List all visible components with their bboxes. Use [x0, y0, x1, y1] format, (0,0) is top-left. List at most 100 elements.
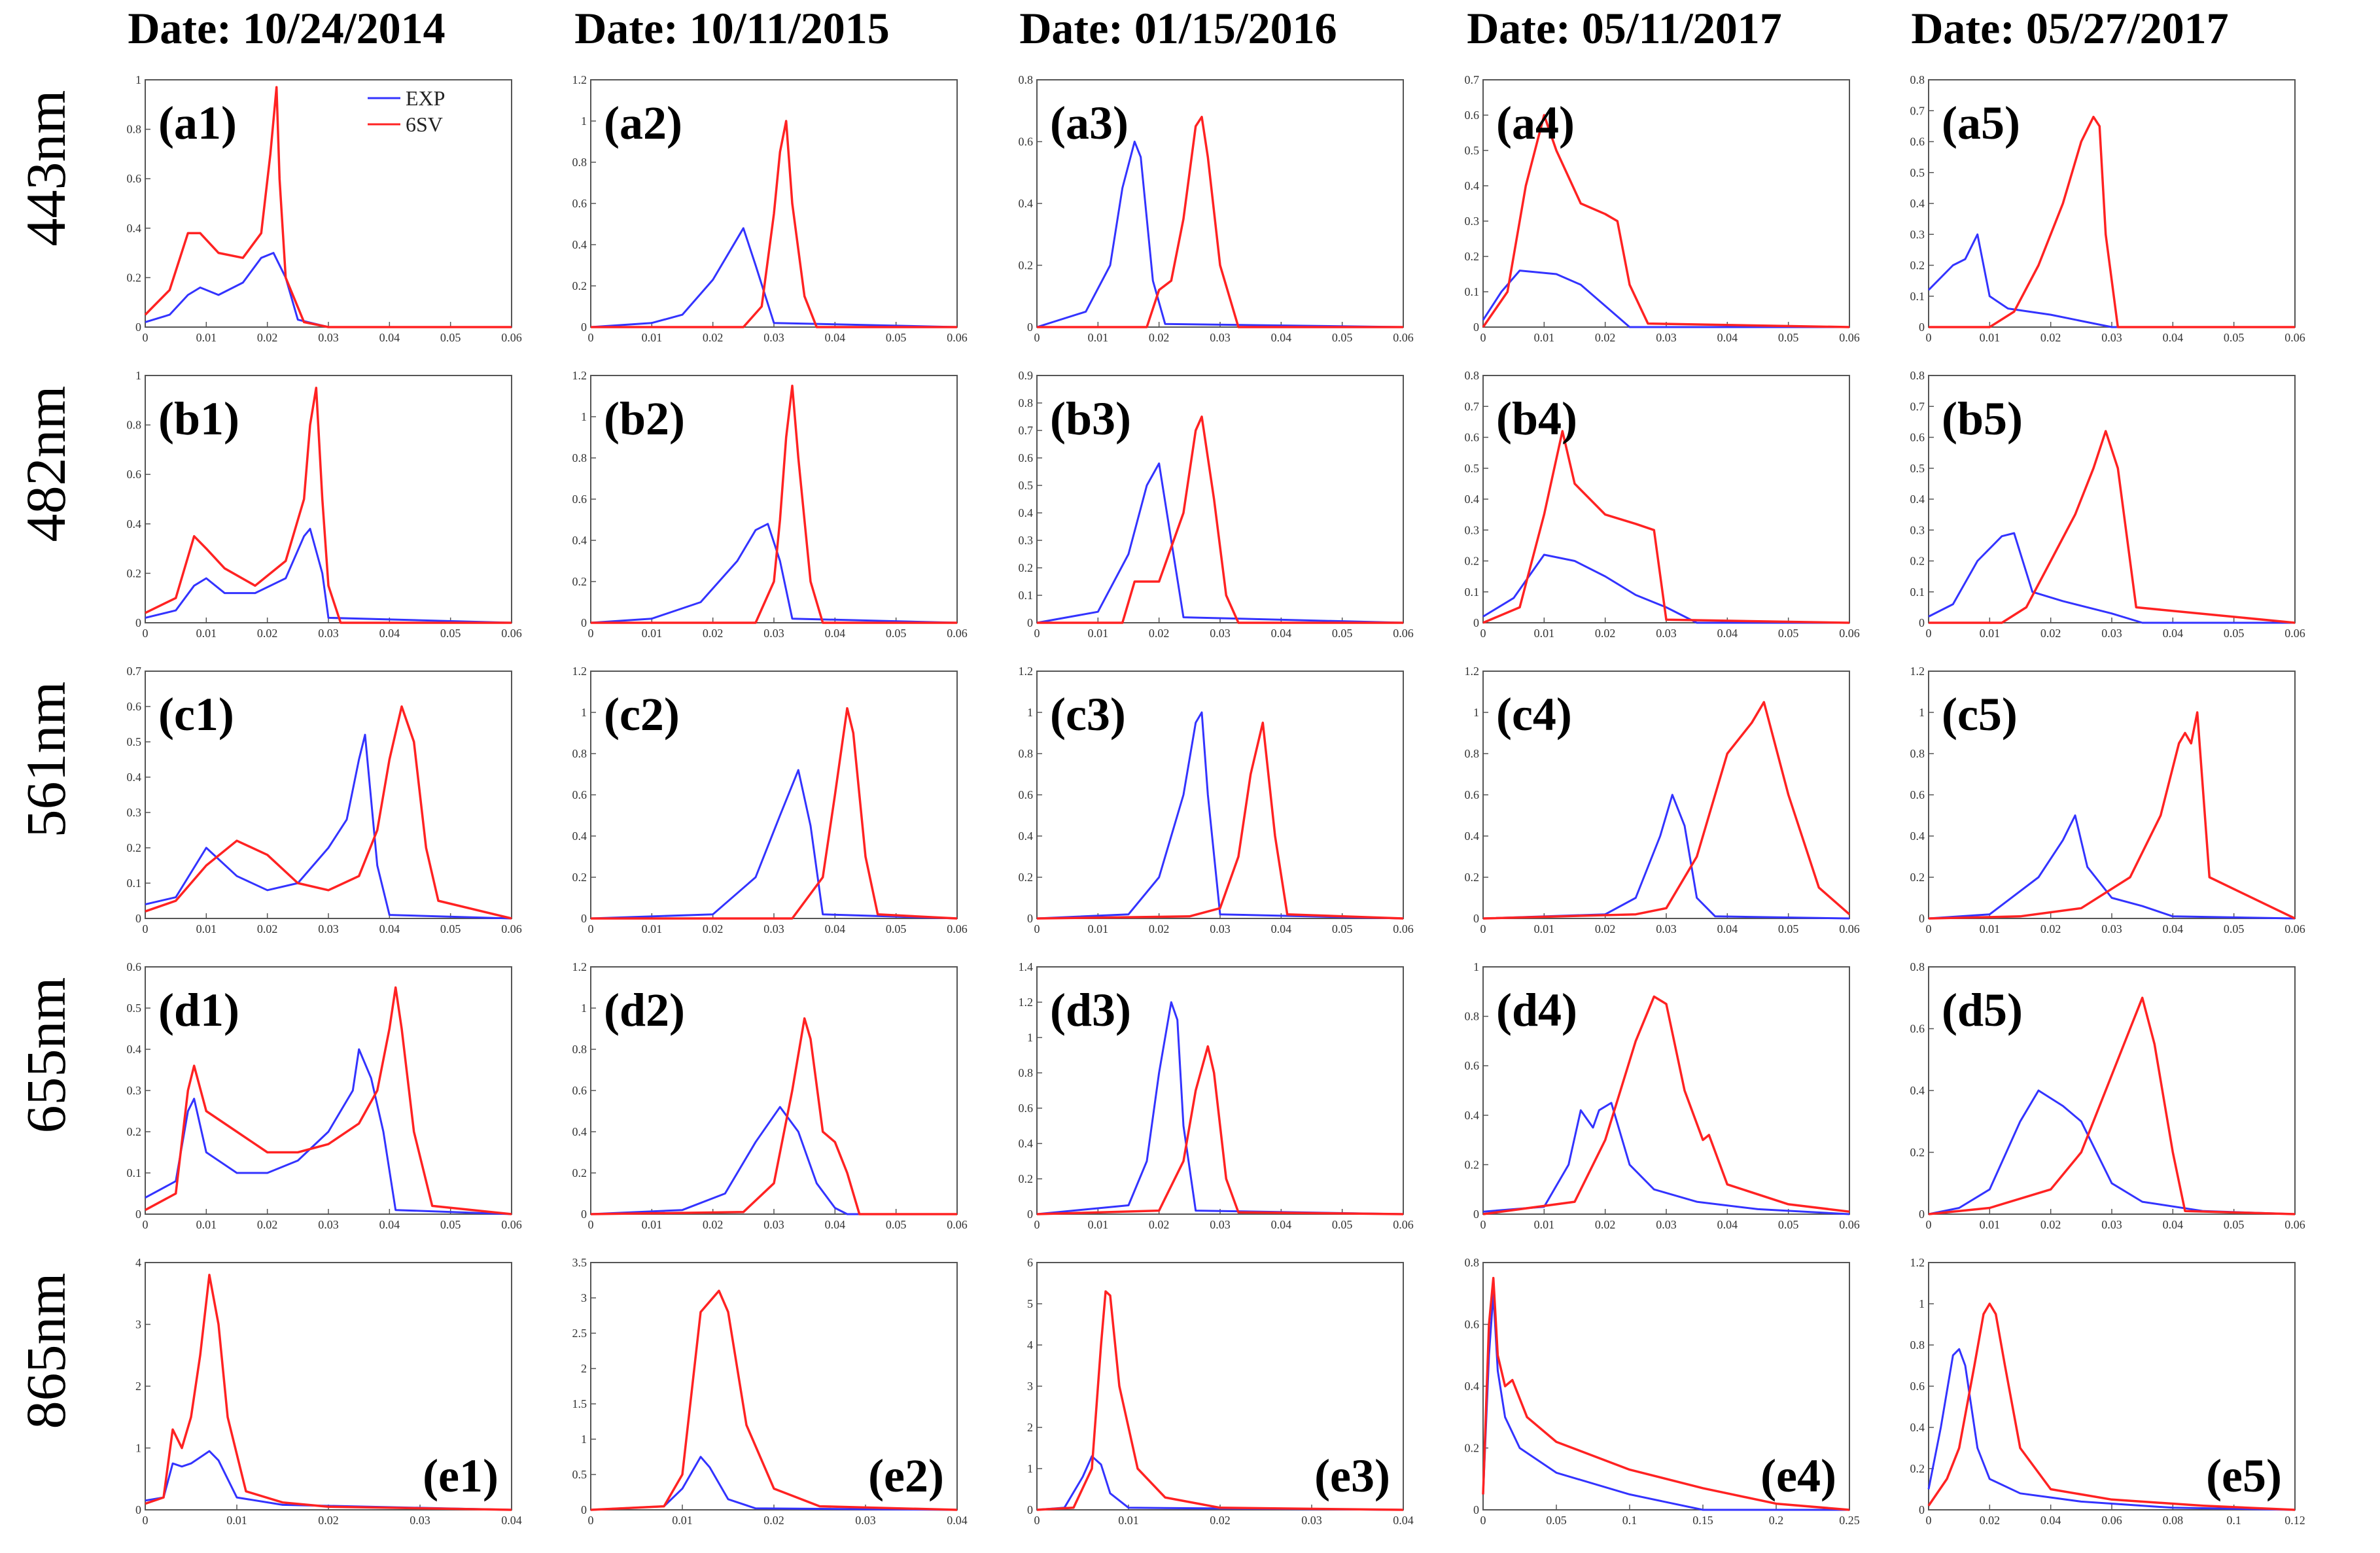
- panel-label: (d3): [1050, 984, 1131, 1036]
- y-tick-label: 1: [581, 410, 587, 423]
- y-tick-label: 3.5: [572, 1256, 587, 1269]
- x-tick-label: 0.06: [2284, 331, 2305, 344]
- y-tick-label: 0.2: [127, 271, 142, 284]
- y-tick-label: 1.4: [1019, 960, 1034, 973]
- x-tick-label: 0.03: [2101, 922, 2122, 935]
- series-line-6sv: [144, 86, 512, 328]
- x-tick-label: 0.04: [825, 627, 846, 640]
- y-tick-label: 0.2: [1910, 555, 1925, 568]
- x-tick-label: 0.06: [2101, 1514, 2122, 1527]
- y-tick-label: 0.8: [1465, 1010, 1480, 1023]
- y-tick-label: 0.4: [572, 1125, 587, 1138]
- x-tick-label: 0.06: [501, 331, 522, 344]
- panel-frame: [1036, 966, 1404, 1215]
- y-tick-label: 1.5: [572, 1397, 587, 1410]
- panel-label: (c1): [158, 688, 234, 741]
- panel-label: (c2): [604, 688, 680, 741]
- panel-label: (a5): [1942, 97, 2020, 149]
- y-tick-label: 0.6: [1019, 135, 1034, 148]
- y-tick-label: 0.4: [127, 771, 142, 784]
- y-tick-label: 1.2: [572, 73, 587, 86]
- series-line-exp: [1482, 1102, 1850, 1215]
- date-header-4: Date: 05/11/2017: [1467, 3, 1782, 53]
- x-tick-label: 0.25: [1839, 1514, 1860, 1527]
- y-tick-label: 0.8: [1465, 747, 1480, 760]
- y-tick-label: 0.5: [1910, 166, 1925, 179]
- x-tick-label: 0.01: [1980, 627, 2001, 640]
- y-tick-label: 0: [1919, 1208, 1925, 1221]
- y-tick-label: 0.6: [1019, 788, 1034, 801]
- x-tick-label: 0.02: [2040, 331, 2061, 344]
- x-tick-label: 0.02: [703, 922, 724, 935]
- panel-frame: [145, 966, 512, 1215]
- y-tick-label: 0: [135, 321, 141, 334]
- legend-label-exp: EXP: [406, 86, 445, 110]
- y-tick-label: 0.6: [1465, 1059, 1480, 1072]
- y-tick-label: 0: [135, 1503, 141, 1516]
- panel-e2: 0 0.01 0.02 0.03 0.04 0 0.5 1 1.5 2 2.5 3 3.5 (e2): [572, 1256, 968, 1527]
- y-tick-label: 0.2: [1465, 1158, 1480, 1171]
- y-tick-label: 0: [135, 912, 141, 925]
- series-line-6sv: [1929, 430, 2296, 624]
- panel-d3: 0 0.01 0.02 0.03 0.04 0.05 0.06 0 0.2 0.4 0.6 0.8 1 1…: [1019, 960, 1414, 1231]
- x-tick-label: 0.01: [642, 627, 663, 640]
- y-tick-label: 0.4: [1910, 197, 1925, 210]
- x-tick-label: 0.01: [196, 922, 217, 935]
- y-tick-label: 1.2: [572, 665, 587, 678]
- x-tick-label: 0.06: [1839, 922, 1860, 935]
- y-tick-label: 0.8: [572, 451, 587, 464]
- x-tick-label: 0.02: [318, 1514, 339, 1527]
- series-line-exp: [1036, 1455, 1404, 1511]
- y-tick-label: 0: [581, 1208, 587, 1221]
- panel-label: (b1): [158, 393, 239, 445]
- x-tick-label: 0.06: [947, 1218, 968, 1231]
- y-tick-label: 3: [1027, 1380, 1033, 1393]
- y-tick-label: 0: [1473, 912, 1479, 925]
- y-tick-label: 0.4: [127, 222, 142, 235]
- series-line-6sv: [1036, 722, 1404, 920]
- y-tick-label: 0.9: [1019, 369, 1034, 382]
- x-tick-label: 0.06: [1393, 331, 1414, 344]
- series-line-exp: [1482, 553, 1849, 624]
- x-tick-label: 0.02: [1980, 1514, 2001, 1527]
- y-tick-label: 0.7: [1910, 400, 1925, 413]
- y-tick-label: 0.4: [572, 534, 587, 547]
- y-tick-label: 1.2: [1910, 665, 1925, 678]
- y-tick-label: 0.8: [1019, 1066, 1034, 1079]
- panel-frame: [1482, 1262, 1850, 1510]
- x-tick-label: 0.03: [410, 1514, 430, 1527]
- x-tick-label: 0: [1480, 1218, 1486, 1231]
- y-tick-label: 0.4: [1019, 1137, 1034, 1150]
- x-tick-label: 0: [588, 922, 594, 935]
- x-tick-label: 0: [1926, 331, 1932, 344]
- panel-a5: 0 0.01 0.02 0.03 0.04 0.05 0.06 0 0.1 0.2 0.3 0.4 0.…: [1910, 73, 2305, 344]
- x-tick-label: 0.02: [1149, 922, 1170, 935]
- series-line-6sv: [145, 986, 512, 1215]
- x-tick-label: 0.03: [763, 1218, 784, 1231]
- x-tick-label: 0.06: [1839, 627, 1860, 640]
- y-tick-label: 0.1: [1910, 290, 1925, 303]
- x-tick-label: 0: [1926, 1514, 1932, 1527]
- y-tick-label: 0.4: [1910, 1421, 1925, 1434]
- series-line-6sv: [591, 385, 957, 624]
- y-tick-label: 0.8: [127, 419, 142, 432]
- series-line-6sv: [590, 1017, 957, 1215]
- panel-label: (d1): [158, 984, 239, 1036]
- x-tick-label: 0.06: [1393, 922, 1414, 935]
- x-tick-label: 0.02: [2040, 922, 2061, 935]
- y-tick-label: 0.4: [572, 238, 587, 251]
- y-tick-label: 0.1: [127, 1166, 142, 1179]
- panel-label: (a2): [604, 97, 682, 149]
- y-tick-label: 1.2: [1019, 996, 1034, 1009]
- y-tick-label: 0.2: [1910, 1462, 1925, 1475]
- series-line-6sv: [591, 120, 957, 328]
- panel-c5: 0 0.01 0.02 0.03 0.04 0.05 0.06 0 0.2 0.4 0.6 0.8 1 1…: [1910, 665, 2305, 935]
- y-tick-label: 0.7: [1910, 104, 1925, 117]
- panel-label: (c5): [1942, 688, 2018, 741]
- series-line-6sv: [1036, 1290, 1404, 1511]
- x-tick-label: 0: [143, 627, 149, 640]
- y-tick-label: 0.8: [1910, 960, 1925, 973]
- x-tick-label: 0: [143, 922, 149, 935]
- series-line-exp: [1482, 1292, 1849, 1511]
- x-tick-label: 0.06: [1839, 1218, 1860, 1231]
